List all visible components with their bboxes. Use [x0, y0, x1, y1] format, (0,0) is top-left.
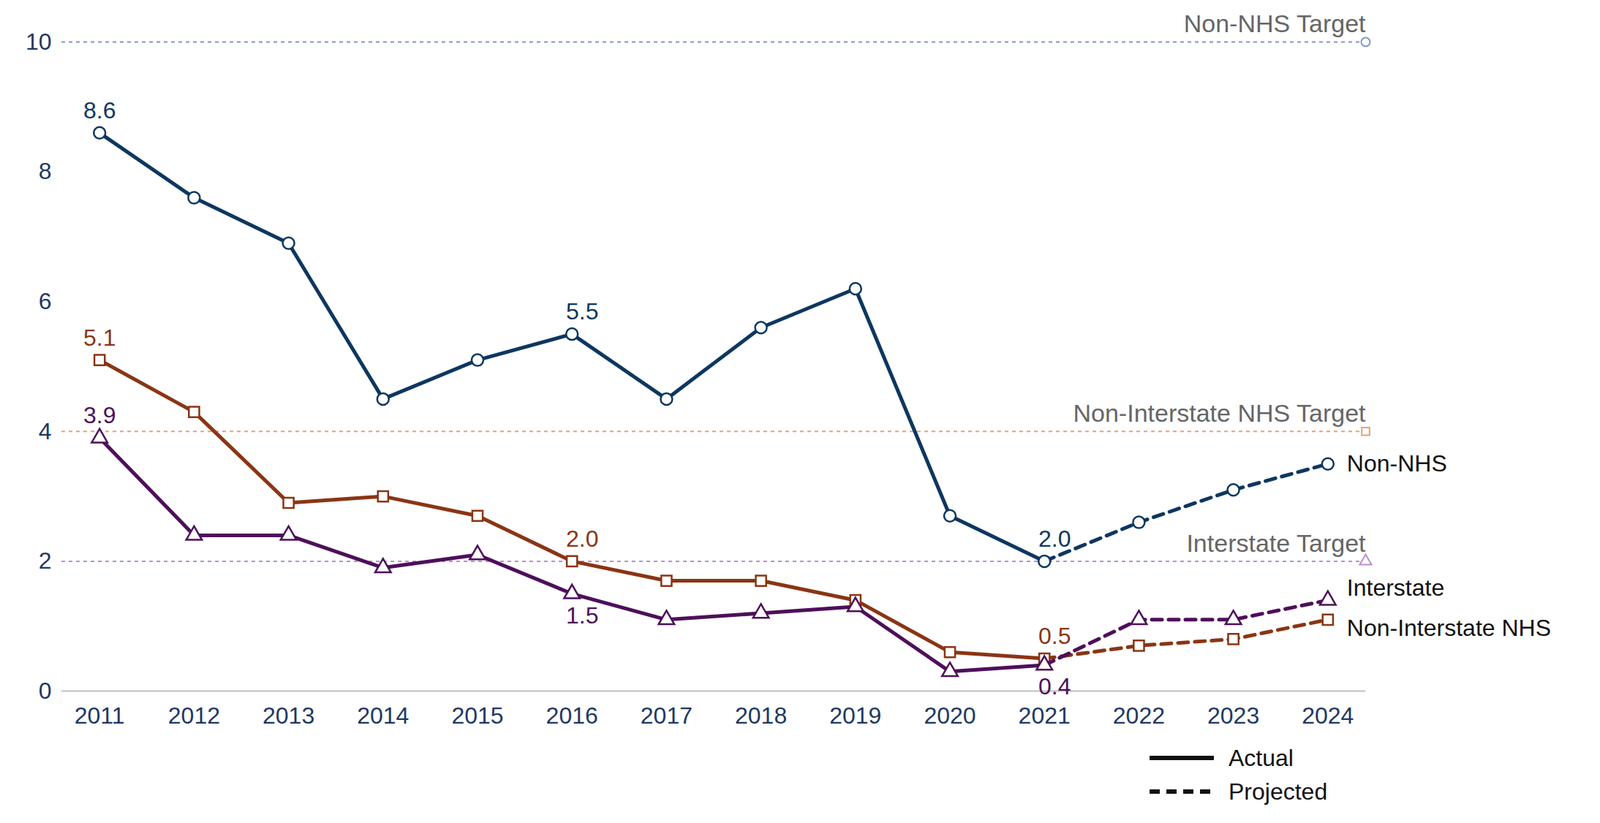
svg-text:5.1: 5.1 — [83, 324, 116, 352]
svg-text:2.0: 2.0 — [565, 525, 599, 553]
svg-text:8.6: 8.6 — [83, 97, 116, 124]
svg-text:2: 2 — [38, 547, 52, 575]
svg-text:8: 8 — [38, 157, 52, 185]
svg-text:Non-Interstate NHS: Non-Interstate NHS — [1346, 614, 1552, 642]
svg-text:2020: 2020 — [923, 702, 976, 730]
svg-text:Non-NHS: Non-NHS — [1346, 450, 1448, 477]
svg-text:2024: 2024 — [1301, 702, 1354, 730]
svg-text:2013: 2013 — [262, 702, 315, 730]
svg-text:5.5: 5.5 — [565, 298, 599, 325]
svg-text:10: 10 — [25, 28, 52, 55]
svg-text:Interstate Target: Interstate Target — [1186, 529, 1366, 558]
svg-text:2022: 2022 — [1112, 702, 1165, 730]
svg-text:2015: 2015 — [451, 702, 504, 730]
svg-text:2021: 2021 — [1018, 702, 1071, 730]
svg-text:Non-Interstate NHS Target: Non-Interstate NHS Target — [1073, 399, 1367, 428]
html-text:Actual: Actual — [1228, 744, 1294, 772]
svg-text:2023: 2023 — [1207, 702, 1260, 730]
svg-text:1.5: 1.5 — [565, 602, 599, 629]
svg-text:0.4: 0.4 — [1038, 673, 1071, 700]
html-text:Projected: Projected — [1228, 778, 1328, 805]
svg-text:Non-NHS Target: Non-NHS Target — [1183, 9, 1366, 38]
svg-text:0.5: 0.5 — [1038, 623, 1071, 650]
svg-text:Interstate: Interstate — [1346, 574, 1445, 602]
svg-text:2014: 2014 — [356, 702, 409, 730]
svg-text:2016: 2016 — [546, 702, 599, 730]
svg-text:2017: 2017 — [640, 702, 693, 730]
svg-text:0: 0 — [38, 677, 52, 705]
svg-text:2.0: 2.0 — [1038, 525, 1071, 553]
svg-text:2018: 2018 — [734, 702, 787, 730]
svg-text:3.9: 3.9 — [83, 402, 116, 429]
svg-text:2011: 2011 — [74, 702, 126, 730]
svg-text:4: 4 — [38, 418, 52, 445]
svg-text:2019: 2019 — [829, 702, 882, 730]
svg-text:2012: 2012 — [168, 702, 221, 730]
svg-text:6: 6 — [38, 288, 52, 315]
